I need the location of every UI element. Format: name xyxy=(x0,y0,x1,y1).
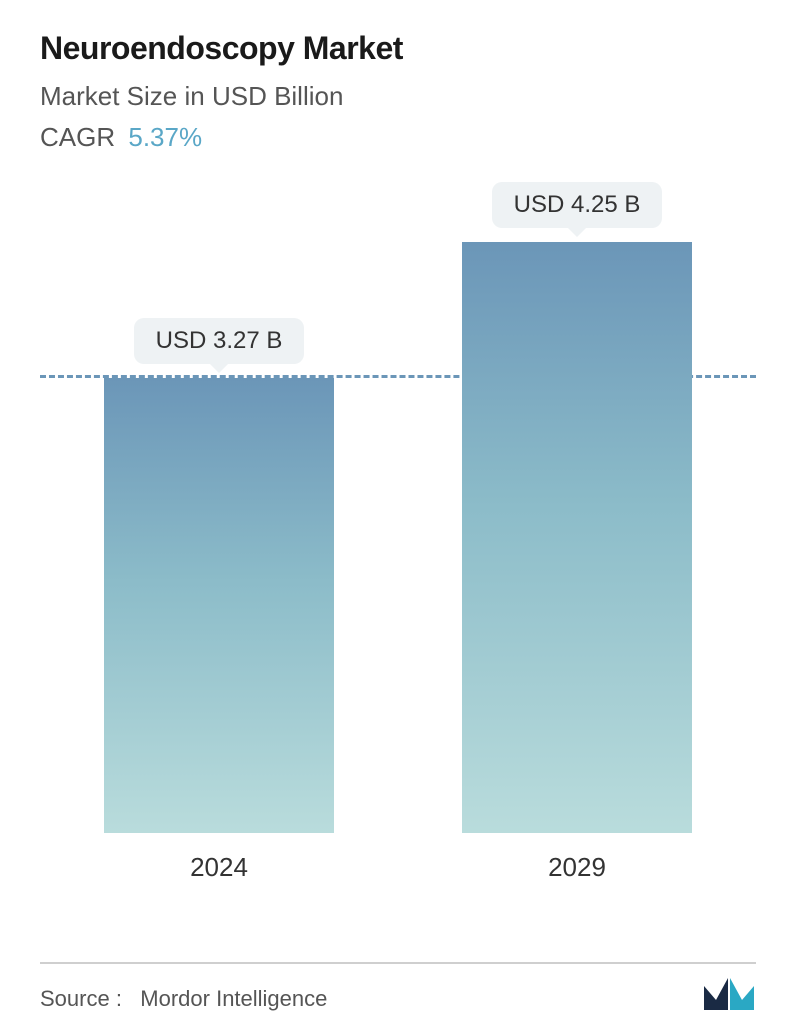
source-label: Source : xyxy=(40,986,122,1011)
x-axis-labels: 2024 2029 xyxy=(40,852,756,883)
chart-area: USD 3.27 B USD 4.25 B 2024 2029 xyxy=(40,183,756,883)
value-pill-1: USD 4.25 B xyxy=(492,182,663,228)
source-name: Mordor Intelligence xyxy=(140,986,327,1011)
cagr-row: CAGR 5.37% xyxy=(40,122,756,153)
bar-0 xyxy=(104,378,334,833)
chart-title: Neuroendoscopy Market xyxy=(40,30,756,67)
chart-subtitle: Market Size in USD Billion xyxy=(40,81,756,112)
x-label-1: 2029 xyxy=(452,852,702,883)
footer-divider xyxy=(40,962,756,964)
bar-1 xyxy=(462,242,692,833)
cagr-label: CAGR xyxy=(40,122,115,152)
bar-group-1: USD 4.25 B xyxy=(452,182,702,833)
x-label-0: 2024 xyxy=(94,852,344,883)
cagr-value: 5.37% xyxy=(128,122,202,152)
chart-footer: Source : Mordor Intelligence xyxy=(40,972,756,1012)
bars-container: USD 3.27 B USD 4.25 B xyxy=(40,193,756,833)
source-text: Source : Mordor Intelligence xyxy=(40,986,327,1012)
value-pill-0: USD 3.27 B xyxy=(134,318,305,364)
mordor-logo-icon xyxy=(702,972,756,1012)
bar-group-0: USD 3.27 B xyxy=(94,318,344,833)
